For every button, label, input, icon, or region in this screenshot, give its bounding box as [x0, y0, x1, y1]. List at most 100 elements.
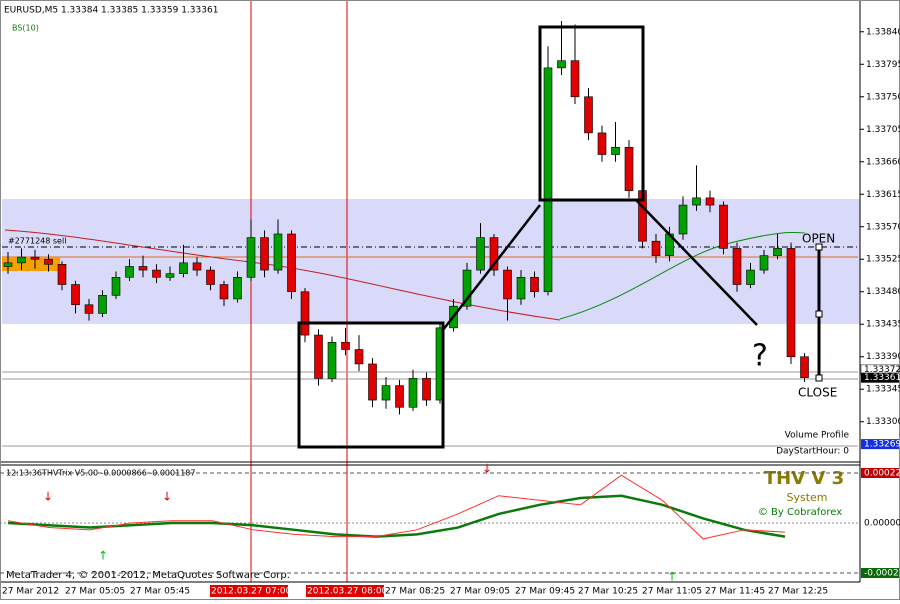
candle-body	[557, 60, 566, 69]
candle-body	[422, 378, 431, 401]
candle-body	[273, 233, 283, 271]
y-tick-label: 1.33660	[866, 157, 900, 167]
question-mark: ?	[752, 339, 768, 374]
price-tag	[861, 372, 899, 383]
candle-body	[30, 256, 40, 260]
marker	[815, 243, 823, 251]
candle-body	[746, 269, 755, 285]
candle-body	[300, 291, 310, 336]
candle-body	[584, 96, 593, 134]
day-start: DayStartHour: 0	[776, 447, 849, 457]
candle-body	[530, 276, 539, 293]
candle-body	[314, 334, 323, 379]
y-tick-label: 1.33345	[866, 385, 900, 395]
candle-body	[192, 262, 202, 271]
brand-title: THV V 3	[764, 468, 844, 489]
candle-body	[786, 248, 796, 358]
price-tag-label: 1.33372	[864, 365, 900, 375]
candle-body	[341, 341, 350, 350]
box	[297, 321, 445, 449]
indicator-line	[7, 474, 786, 540]
x-tick-label: 27 Mar 2012	[2, 587, 59, 597]
candle-body	[206, 269, 215, 285]
candle-body	[111, 276, 121, 296]
indicator-line	[7, 494, 786, 538]
tick-tag	[861, 568, 899, 578]
candle-body	[624, 147, 634, 191]
signal-arrow: ↑	[98, 549, 108, 563]
indicator-label: BS(10)	[12, 24, 39, 33]
candle-body	[3, 262, 13, 267]
candle-body	[395, 385, 404, 408]
brand-subtitle: System	[786, 491, 827, 504]
signal-arrow: ↓	[43, 490, 53, 504]
x-tick-label: 27 Mar 12:25	[768, 587, 828, 597]
candle-body	[570, 60, 580, 98]
candle-body	[152, 269, 161, 278]
chart-title: EURUSD,M5 1.33384 1.33385 1.33359 1.3336…	[4, 6, 218, 16]
x-highlight	[210, 585, 288, 597]
x-tick-label: 27 Mar 05:45	[130, 587, 190, 597]
candle-body	[408, 378, 418, 408]
x-tick-label: 27 Mar 05:05	[65, 587, 125, 597]
price-tag-label: 1.33361	[864, 373, 900, 383]
candle-body	[503, 269, 512, 300]
signal-arrow: ↑	[667, 570, 677, 584]
x-tick-label: 27 Mar 11:05	[642, 587, 702, 597]
order-label: #2771248 sell	[8, 237, 66, 246]
candle-body	[489, 237, 499, 271]
box	[538, 25, 645, 202]
candle-body	[462, 269, 472, 307]
candle-body	[17, 256, 26, 264]
candle-body	[651, 240, 661, 256]
x-tick-label: 27 Mar 09:45	[515, 587, 575, 597]
x-tick-label: 2012.03.27 08:00	[307, 587, 388, 597]
y-tick-label: 0.00022	[864, 469, 900, 479]
brand-credit: © By Cobraforex	[758, 507, 842, 518]
y-tick-label: 0.00000	[864, 519, 900, 529]
y-tick-label: 1.33570	[866, 222, 900, 232]
candle-body	[260, 237, 269, 271]
candle-body	[219, 284, 229, 300]
y-tick-label: -0.00022	[864, 569, 900, 579]
x-tick-label: 27 Mar 08:25	[385, 587, 445, 597]
y-tick-label: 1.33390	[866, 352, 900, 362]
marker	[815, 374, 823, 382]
candle-body	[84, 304, 94, 314]
tick-tag	[861, 468, 899, 478]
candle-body	[98, 295, 107, 314]
y-tick-label: 1.33300	[866, 417, 900, 427]
price-tag	[861, 439, 899, 450]
candle-body	[368, 363, 377, 401]
candle-body	[327, 341, 337, 379]
x-tick-label: 27 Mar 10:25	[578, 587, 638, 597]
marker	[815, 310, 823, 318]
open-label: OPEN	[802, 232, 835, 246]
price-tag-label: 1.33269	[864, 440, 900, 450]
candle-body	[516, 276, 526, 300]
candle-body	[692, 197, 701, 206]
copyright: MetaTrader 4, © 2001-2012, MetaQuotes So…	[6, 570, 290, 581]
x-tick-label: 27 Mar 11:45	[705, 587, 765, 597]
candle-body	[287, 233, 296, 293]
x-highlight	[306, 585, 384, 597]
y-tick-label: 1.33435	[866, 320, 900, 330]
candle-body	[246, 237, 256, 278]
candle-body	[233, 276, 242, 300]
candle-body	[354, 349, 364, 365]
signal-arrow: ↓	[162, 490, 172, 504]
candle-body	[71, 284, 80, 306]
moving-average	[559, 231, 806, 320]
x-tick-label: 2012.03.27 07:00	[211, 587, 292, 597]
y-tick-label: 1.33750	[866, 92, 900, 102]
value-area	[2, 199, 860, 324]
candle-body	[611, 147, 620, 155]
candle-body	[57, 264, 67, 285]
candle-body	[678, 204, 688, 235]
y-tick-label: 1.33840	[866, 27, 900, 37]
y-tick-label: 1.33480	[866, 287, 900, 297]
candle-body	[759, 255, 769, 271]
x-tick-label: 27 Mar 09:05	[450, 587, 510, 597]
candle-body	[138, 266, 148, 271]
